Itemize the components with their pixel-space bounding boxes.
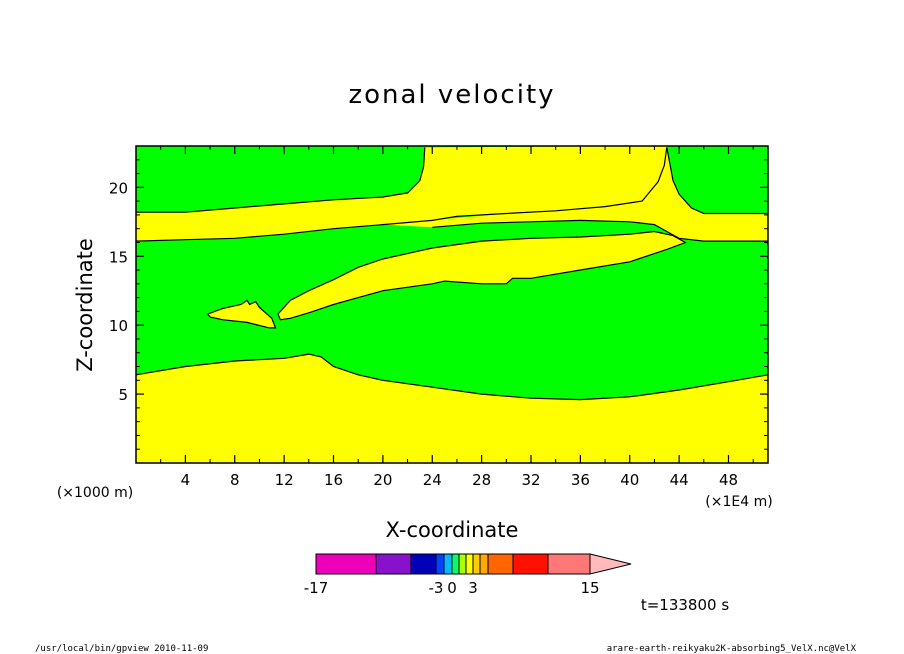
x-tick-label: 24 <box>423 471 442 489</box>
y-axis-ticks: 5 10 15 20 <box>109 159 768 450</box>
contour-line-island <box>206 299 277 329</box>
x-unit-left: (×1000 m) <box>57 485 133 501</box>
y-axis-label: Z-coordinate <box>73 238 97 372</box>
colorbar-segment <box>443 553 453 575</box>
colorbar-tick-label: 3 <box>468 579 478 597</box>
footer-left: /usr/local/bin/gpview 2010-11-09 <box>35 644 208 654</box>
bottom-yellow-region <box>136 354 768 463</box>
colorbar-segment <box>479 553 489 575</box>
x-tick-label: 20 <box>373 471 392 489</box>
colorbar-tick-label: -17 <box>304 579 329 597</box>
colorbar-segment <box>451 553 460 575</box>
x-tick-label: 16 <box>324 471 343 489</box>
colorbar-segment <box>465 553 474 575</box>
upper-right-yellow-strip <box>382 147 768 242</box>
colorbar-tick-label: 0 <box>447 579 457 597</box>
contour-line-top-lower <box>135 147 668 242</box>
y-tick-label: 20 <box>109 179 128 197</box>
colorbar-segment <box>315 553 377 575</box>
upper-yellow-band <box>136 146 667 242</box>
colorbar-segment <box>435 553 445 575</box>
x-unit-right: (×1E4 m) <box>705 494 772 510</box>
x-tick-label: 28 <box>472 471 491 489</box>
x-tick-label: 36 <box>571 471 590 489</box>
colorbar-segment <box>547 553 591 575</box>
y-tick-label: 10 <box>109 317 128 335</box>
small-yellow-island <box>207 300 276 328</box>
x-tick-label: 48 <box>719 471 738 489</box>
colorbar-arrow <box>589 553 632 575</box>
x-tick-label: 40 <box>620 471 639 489</box>
x-tick-label: 4 <box>181 471 191 489</box>
footer-right: arare-earth-reikyaku2K-absorbing5_VelX.n… <box>607 644 857 654</box>
contour-line-top-upper <box>136 147 426 213</box>
contour-lines <box>135 147 769 401</box>
x-tick-label: 12 <box>275 471 294 489</box>
x-tick-label: 44 <box>670 471 689 489</box>
x-axis-label: X-coordinate <box>386 518 519 542</box>
x-axis-ticks: 4 8 12 16 20 24 28 32 36 40 44 48 <box>160 146 754 489</box>
chart-title: zonal velocity <box>348 80 555 110</box>
colorbar-segment <box>472 553 481 575</box>
colorbar-tick-label: -3 <box>429 579 444 597</box>
contour-line-middle <box>277 230 687 321</box>
contour-line-bottom <box>135 353 769 401</box>
x-tick-label: 32 <box>521 471 540 489</box>
y-tick-label: 5 <box>118 386 128 404</box>
colorbar <box>315 553 632 575</box>
colorbar-segment <box>375 553 412 575</box>
contour-line-top-right-lower <box>432 219 768 242</box>
time-label: t=133800 s <box>641 596 729 614</box>
contour-line-top-right <box>666 147 768 215</box>
x-tick-label: 8 <box>230 471 240 489</box>
middle-yellow-band <box>278 231 686 320</box>
colorbar-tick-label: 15 <box>580 579 599 597</box>
colorbar-segment <box>487 553 514 575</box>
colorbar-labels: -17 -3 0 3 15 <box>304 579 600 597</box>
y-tick-label: 15 <box>109 248 128 266</box>
upper-right-green-region <box>666 146 768 214</box>
colorbar-segment <box>458 553 467 575</box>
plot-frame <box>135 145 769 464</box>
colorbar-segment <box>410 553 437 575</box>
colorbar-segment <box>512 553 549 575</box>
